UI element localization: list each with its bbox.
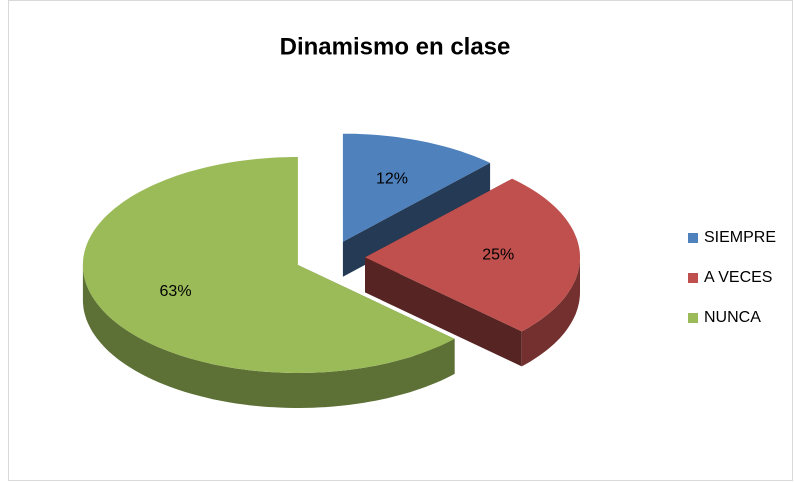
- pie: 12% 25% 63%: [82, 133, 580, 408]
- legend-swatch: [688, 233, 698, 243]
- slice: [82, 157, 455, 373]
- slice-side: [342, 162, 491, 277]
- legend-label: NUNCA: [704, 309, 761, 326]
- slice-wall: [521, 257, 580, 367]
- slice-side: [365, 257, 522, 367]
- legend-swatch: [688, 273, 698, 283]
- data-label: 63%: [160, 283, 192, 300]
- legend-label: A VECES: [704, 269, 772, 286]
- data-label: 12%: [376, 171, 408, 188]
- legend-swatch: [688, 313, 698, 323]
- legend: SIEMPRE A VECES NUNCA: [688, 229, 776, 326]
- legend-label: SIEMPRE: [704, 229, 776, 246]
- slice: [342, 133, 491, 242]
- chart-title: Dinamismo en clase: [280, 33, 511, 60]
- slice: [365, 178, 580, 332]
- slice-wall: [82, 265, 455, 408]
- data-label: 25%: [482, 247, 514, 264]
